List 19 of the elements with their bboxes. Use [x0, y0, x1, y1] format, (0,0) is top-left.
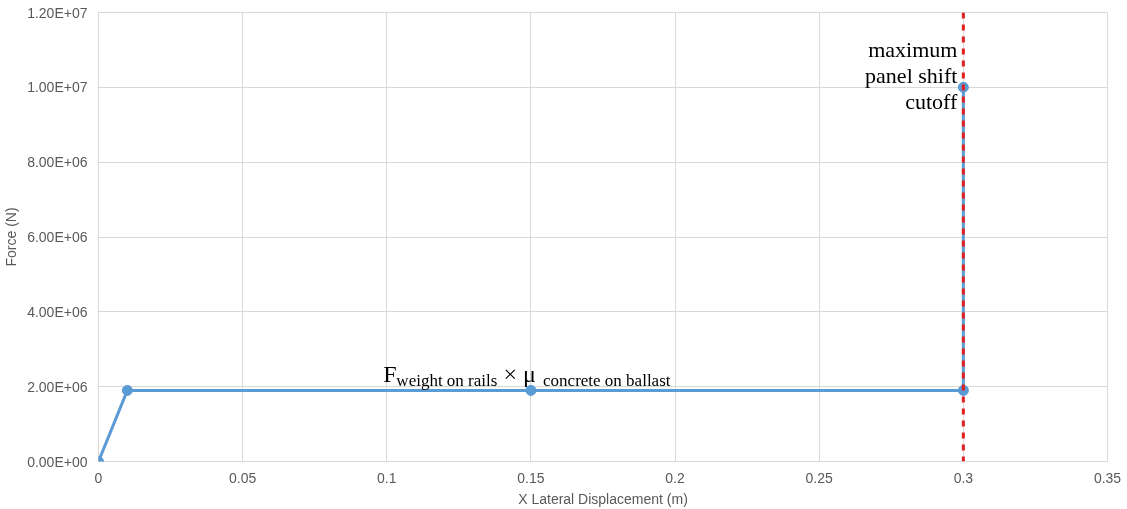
x-tick-label: 0 — [94, 469, 103, 486]
x-tick-label: 0.35 — [1093, 469, 1122, 486]
y-tick-label: 1.20E+07 — [27, 4, 88, 21]
x-tick-label: 0.25 — [805, 469, 834, 486]
x-axis-title: X Lateral Displacement (m) — [518, 490, 688, 507]
y-tick-label: 8.00E+06 — [27, 154, 88, 171]
y-tick-label: 0.00E+00 — [27, 453, 88, 470]
x-tick-label: 0.15 — [517, 469, 545, 486]
y-axis-title: Force (N) — [3, 207, 20, 267]
y-tick-label: 1.00E+07 — [27, 79, 88, 96]
y-tick-label: 4.00E+06 — [27, 303, 88, 320]
x-tick-label: 0.1 — [377, 469, 397, 486]
y-tick-label: 2.00E+06 — [27, 378, 88, 395]
point — [121, 384, 133, 396]
x-tick-label: 0.3 — [953, 469, 974, 486]
ref-line-label: maximum panel shift cutoff — [865, 36, 959, 114]
x-tick-label: 0.2 — [665, 469, 686, 486]
y-tick-label: 6.00E+06 — [27, 229, 88, 245]
x-tick-label: 0.05 — [229, 469, 257, 486]
